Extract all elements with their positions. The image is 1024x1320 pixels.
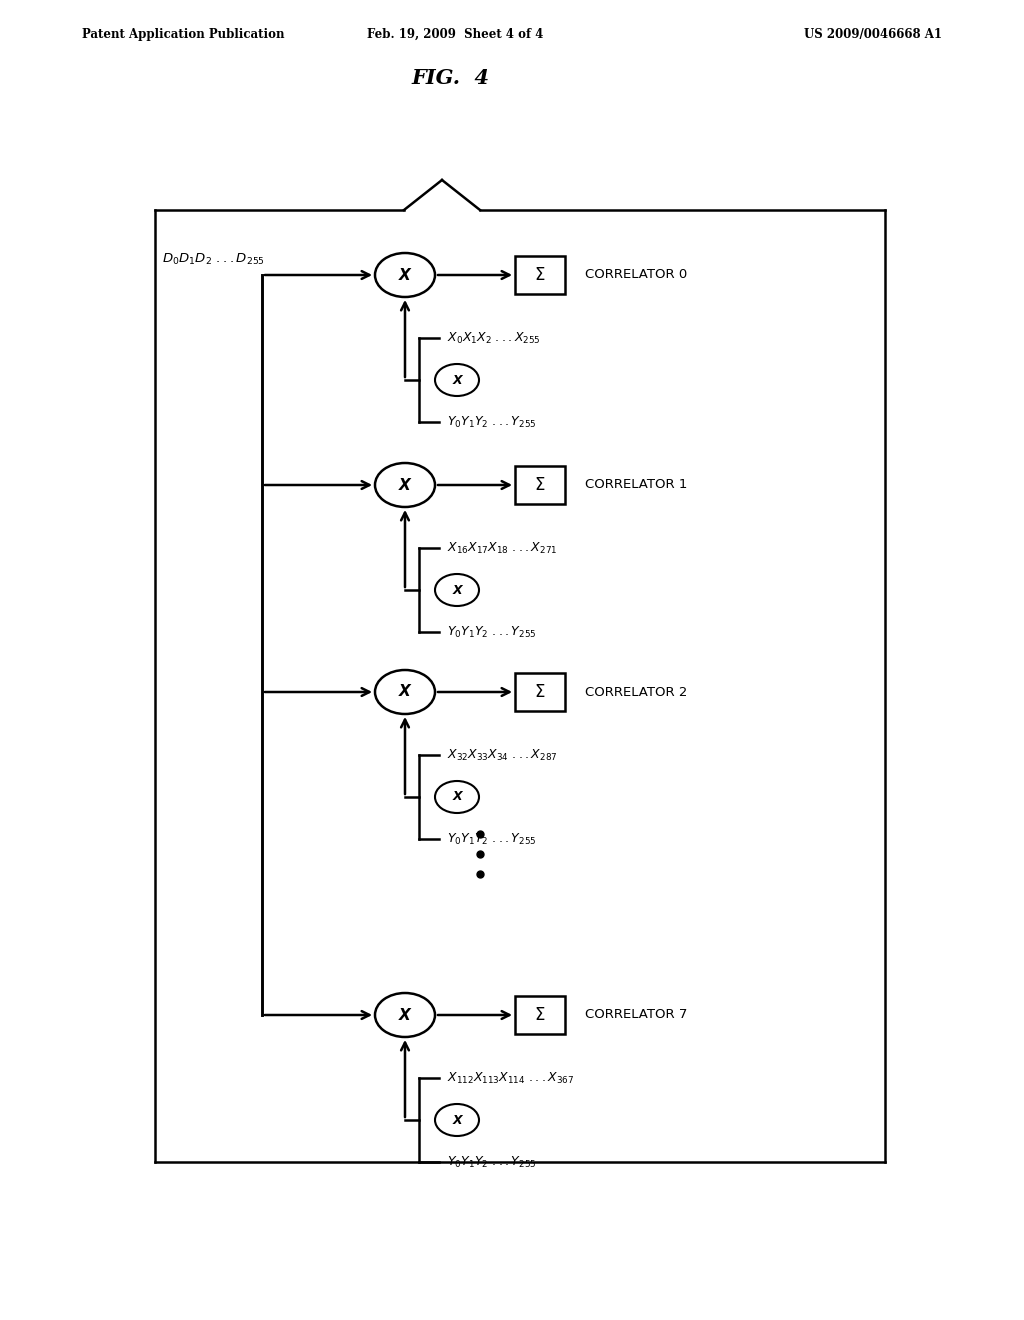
Text: CORRELATOR 1: CORRELATOR 1 bbox=[585, 479, 687, 491]
Text: X: X bbox=[399, 268, 411, 282]
Text: $D_0D_1D_2$ $...D_{255}$: $D_0D_1D_2$ $...D_{255}$ bbox=[162, 252, 265, 267]
Text: CORRELATOR 7: CORRELATOR 7 bbox=[585, 1008, 687, 1022]
Text: $\Sigma$: $\Sigma$ bbox=[535, 477, 546, 494]
Text: $X_{112}X_{113}X_{114}$ $...X_{367}$: $X_{112}X_{113}X_{114}$ $...X_{367}$ bbox=[447, 1071, 574, 1085]
Text: Patent Application Publication: Patent Application Publication bbox=[82, 28, 285, 41]
Text: X: X bbox=[453, 791, 462, 804]
Text: $Y_0Y_1Y_2$ $...Y_{255}$: $Y_0Y_1Y_2$ $...Y_{255}$ bbox=[447, 1155, 537, 1170]
Text: $X_{32}X_{33}X_{34}$ $...X_{287}$: $X_{32}X_{33}X_{34}$ $...X_{287}$ bbox=[447, 747, 557, 763]
Text: CORRELATOR 2: CORRELATOR 2 bbox=[585, 685, 687, 698]
Bar bbox=[515, 466, 565, 504]
Text: X: X bbox=[453, 374, 462, 387]
Bar bbox=[515, 997, 565, 1034]
Text: $\Sigma$: $\Sigma$ bbox=[535, 1006, 546, 1024]
Text: $Y_0Y_1Y_2$ $...Y_{255}$: $Y_0Y_1Y_2$ $...Y_{255}$ bbox=[447, 832, 537, 846]
Ellipse shape bbox=[375, 463, 435, 507]
Text: X: X bbox=[399, 1007, 411, 1023]
Ellipse shape bbox=[375, 253, 435, 297]
Text: X: X bbox=[453, 583, 462, 597]
Ellipse shape bbox=[375, 993, 435, 1038]
Text: $X_0X_1X_2$ $...X_{255}$: $X_0X_1X_2$ $...X_{255}$ bbox=[447, 330, 541, 346]
Text: $Y_0Y_1Y_2$ $...Y_{255}$: $Y_0Y_1Y_2$ $...Y_{255}$ bbox=[447, 414, 537, 429]
Text: $\Sigma$: $\Sigma$ bbox=[535, 267, 546, 284]
Text: Feb. 19, 2009  Sheet 4 of 4: Feb. 19, 2009 Sheet 4 of 4 bbox=[367, 28, 543, 41]
Text: FIG.  4: FIG. 4 bbox=[411, 69, 489, 88]
Text: X: X bbox=[399, 478, 411, 492]
Text: $Y_0Y_1Y_2$ $...Y_{255}$: $Y_0Y_1Y_2$ $...Y_{255}$ bbox=[447, 624, 537, 640]
Text: X: X bbox=[399, 685, 411, 700]
Text: CORRELATOR 0: CORRELATOR 0 bbox=[585, 268, 687, 281]
Text: $X_{16}X_{17}X_{18}$ $...X_{271}$: $X_{16}X_{17}X_{18}$ $...X_{271}$ bbox=[447, 540, 557, 556]
Ellipse shape bbox=[435, 364, 479, 396]
Text: US 2009/0046668 A1: US 2009/0046668 A1 bbox=[804, 28, 942, 41]
Text: X: X bbox=[453, 1114, 462, 1126]
Bar bbox=[515, 256, 565, 294]
Text: $\Sigma$: $\Sigma$ bbox=[535, 682, 546, 701]
Bar bbox=[515, 673, 565, 711]
Ellipse shape bbox=[435, 1104, 479, 1137]
Ellipse shape bbox=[435, 781, 479, 813]
Ellipse shape bbox=[435, 574, 479, 606]
Ellipse shape bbox=[375, 671, 435, 714]
